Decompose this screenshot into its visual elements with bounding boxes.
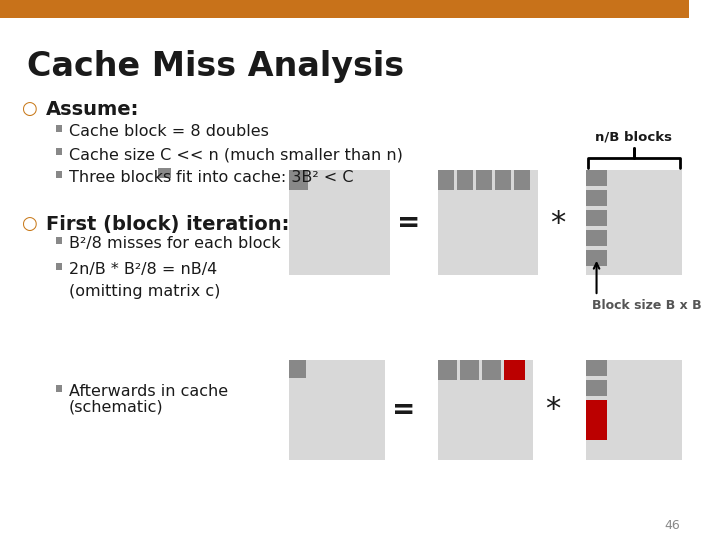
Bar [289,170,308,190]
Bar [456,170,473,190]
Bar [438,360,534,460]
Bar [55,385,62,392]
Text: First (block) iteration:: First (block) iteration: [46,215,289,234]
Bar [514,170,531,190]
Bar [438,170,538,275]
Bar [586,230,607,246]
Bar [438,170,454,190]
Text: Assume:: Assume: [46,100,140,119]
Bar [586,360,607,376]
Bar [0,0,690,18]
Text: ○: ○ [21,215,37,233]
Bar [289,360,307,378]
Bar [586,170,682,275]
Bar [289,170,390,275]
Text: ○: ○ [21,100,37,118]
Bar [586,190,607,206]
Text: =: = [397,209,420,237]
Bar [55,237,62,244]
Text: n/B blocks: n/B blocks [595,131,672,144]
Text: Cache block = 8 doubles: Cache block = 8 doubles [69,124,269,139]
Bar [459,360,479,380]
Bar [438,360,456,380]
Bar [289,360,385,460]
Bar [55,148,62,155]
Text: (schematic): (schematic) [69,400,163,415]
Text: B²/8 misses for each block: B²/8 misses for each block [69,236,281,251]
Text: *: * [549,208,565,238]
Bar [55,125,62,132]
Text: =: = [392,396,415,424]
Bar [55,263,62,270]
Text: 2n/B * B²/8 = nB/4: 2n/B * B²/8 = nB/4 [69,262,217,277]
Text: Three blocks: Three blocks [69,170,171,185]
Bar [586,380,607,396]
Bar [504,360,525,380]
Bar [586,210,607,226]
Text: Afterwards in cache: Afterwards in cache [69,384,228,399]
Bar [586,360,682,460]
Bar [586,170,607,186]
Bar [55,171,62,178]
Text: Cache size C << n (much smaller than n): Cache size C << n (much smaller than n) [69,147,402,162]
Bar [482,360,501,380]
Bar [158,168,171,178]
Bar [586,250,607,266]
Text: *: * [545,395,560,424]
Bar [495,170,511,190]
Text: (omitting matrix c): (omitting matrix c) [69,284,220,299]
Text: 46: 46 [664,519,680,532]
Bar [586,400,607,440]
Text: Block size B x B: Block size B x B [592,299,701,312]
Text: fit into cache: 3B² < C: fit into cache: 3B² < C [176,170,354,185]
Text: Cache Miss Analysis: Cache Miss Analysis [27,50,404,83]
Bar [476,170,492,190]
